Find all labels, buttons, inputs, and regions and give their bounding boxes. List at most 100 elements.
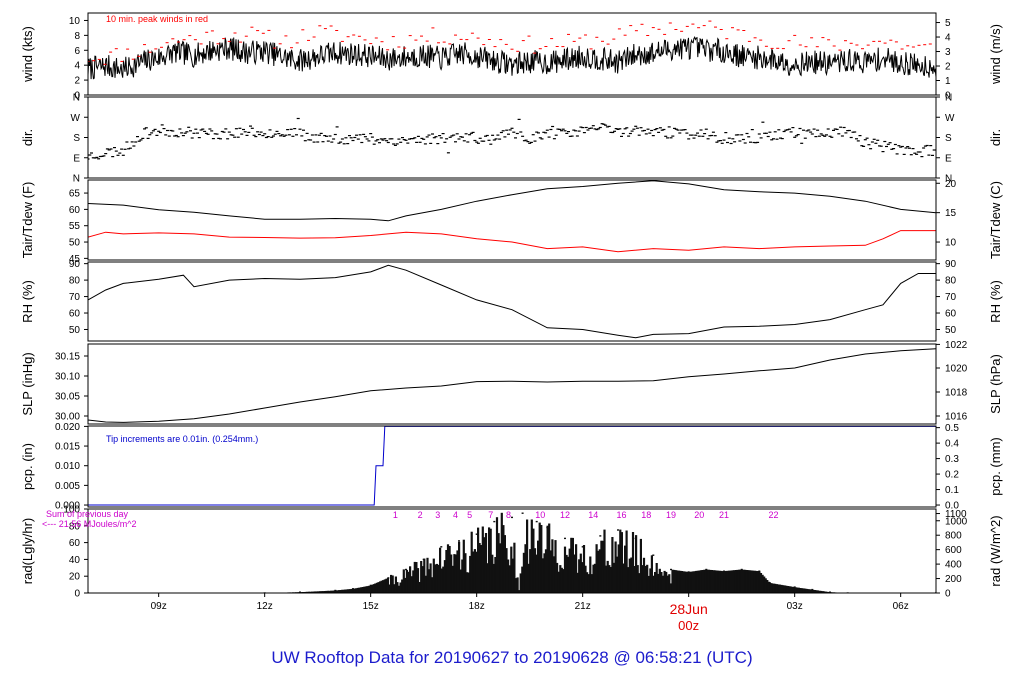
dir-mark <box>469 132 473 134</box>
right-tick-label: 1020 <box>945 364 968 375</box>
rad-bar <box>529 549 532 593</box>
rad-hour-mark: 16 <box>616 510 626 520</box>
dir-mark <box>305 132 309 134</box>
wind-peak-mark <box>538 48 542 50</box>
rad-bar <box>538 522 541 593</box>
dir-mark <box>860 145 864 147</box>
dir-mark <box>461 136 464 138</box>
rad-bar <box>636 565 639 593</box>
right-tick-label: 90 <box>945 259 957 270</box>
rad-bar <box>383 579 386 593</box>
dir-mark <box>319 132 323 134</box>
dir-mark <box>528 142 532 144</box>
right-tick-label: 3 <box>945 47 951 58</box>
rad-bar <box>353 588 356 593</box>
rad-bar <box>687 571 690 593</box>
wind-peak-mark <box>88 60 90 62</box>
dir-mark <box>508 129 512 131</box>
wind-peak-mark <box>284 35 288 37</box>
rad-bar <box>747 570 750 593</box>
dir-mark <box>204 132 208 134</box>
dir-mark <box>641 130 645 132</box>
right-tick-label: N <box>945 93 952 104</box>
panel-rad: 1 2 3 4 5 7 8 10 12 14 16 18 19 20 21 22020406080100020… <box>20 505 1003 600</box>
dir-mark <box>395 143 399 145</box>
ylabel-right: Tair/Tdew (C) <box>988 181 1003 259</box>
dir-mark <box>284 134 288 136</box>
wind-peak-mark <box>442 41 446 43</box>
dir-mark <box>757 133 761 135</box>
dir-mark <box>918 151 922 153</box>
wind-peak-mark <box>307 39 310 41</box>
rad-bar <box>595 544 598 593</box>
right-tick-label: 0.1 <box>945 485 959 496</box>
wind-peak-mark <box>408 35 412 37</box>
dir-mark <box>249 125 252 127</box>
dir-mark <box>309 139 313 141</box>
rad-bar <box>771 583 774 593</box>
dir-mark <box>809 131 813 133</box>
rad-bar <box>712 570 715 593</box>
left-tick-label: 45 <box>69 254 81 265</box>
dir-mark <box>445 138 449 140</box>
panel-pcp: 0.000 0.005 0.010 0.015 0.020 0.0 0.1 0.2 0.3 0.4… <box>20 422 1003 512</box>
dir-mark <box>130 141 134 143</box>
wind-peak-mark <box>725 38 729 40</box>
dir-mark <box>194 128 198 130</box>
rad-bar <box>337 590 341 593</box>
dir-mark <box>521 135 525 137</box>
rad-bar <box>467 572 470 593</box>
dir-mark <box>720 142 724 144</box>
dir-mark <box>556 128 560 130</box>
rad-bar <box>785 585 788 593</box>
wind-peak-mark <box>397 46 401 48</box>
dir-mark <box>330 141 334 143</box>
rad-bar <box>507 559 510 593</box>
rad-bar <box>371 584 374 593</box>
rad-bar <box>461 559 464 593</box>
dir-mark <box>362 133 366 135</box>
dir-mark <box>870 141 874 143</box>
dir-mark <box>162 128 166 130</box>
dir-mark <box>773 131 777 133</box>
dir-mark <box>560 130 563 132</box>
wind-peak-mark <box>131 58 135 60</box>
rh-plot-area <box>88 264 936 339</box>
dir-mark <box>167 135 171 137</box>
wind-peak-mark <box>188 35 192 37</box>
wind-peak-mark <box>759 39 763 41</box>
panel-frame <box>87 425 937 508</box>
time-tick-label: 21z <box>575 601 591 612</box>
wind-peak-mark <box>708 20 712 22</box>
rad-bar <box>661 575 665 593</box>
right-tick-label: 60 <box>945 309 957 320</box>
dir-mark <box>397 138 401 140</box>
rad-bar <box>571 537 574 593</box>
rad-bar <box>783 585 786 593</box>
wind-peak-mark <box>900 48 904 50</box>
rad-bar <box>348 589 352 593</box>
dir-mark <box>197 137 201 139</box>
rad-bar <box>429 563 432 593</box>
wind-peak-mark <box>278 43 282 45</box>
rad-bar <box>801 588 804 593</box>
rad-bar <box>706 569 709 593</box>
ylabel-left: dir. <box>20 129 35 146</box>
dir-mark <box>793 136 797 138</box>
left-tick-label: 8 <box>74 31 80 42</box>
dir-mark <box>906 146 910 148</box>
dir-mark <box>88 158 90 160</box>
wind-peak-mark <box>719 29 723 30</box>
rad-bar <box>546 525 549 593</box>
wind-peak-mark <box>126 48 130 50</box>
dir-mark <box>597 128 601 130</box>
rad-bar <box>391 575 394 593</box>
rad-point <box>369 584 372 587</box>
rad-bar <box>393 584 396 593</box>
dir-mark <box>711 131 715 133</box>
dir-mark <box>134 141 138 143</box>
dir-mark <box>187 126 191 128</box>
left-tick-label: 60 <box>69 309 81 320</box>
rad-hour-mark: 3 <box>435 510 440 520</box>
rad-bar <box>644 565 647 593</box>
